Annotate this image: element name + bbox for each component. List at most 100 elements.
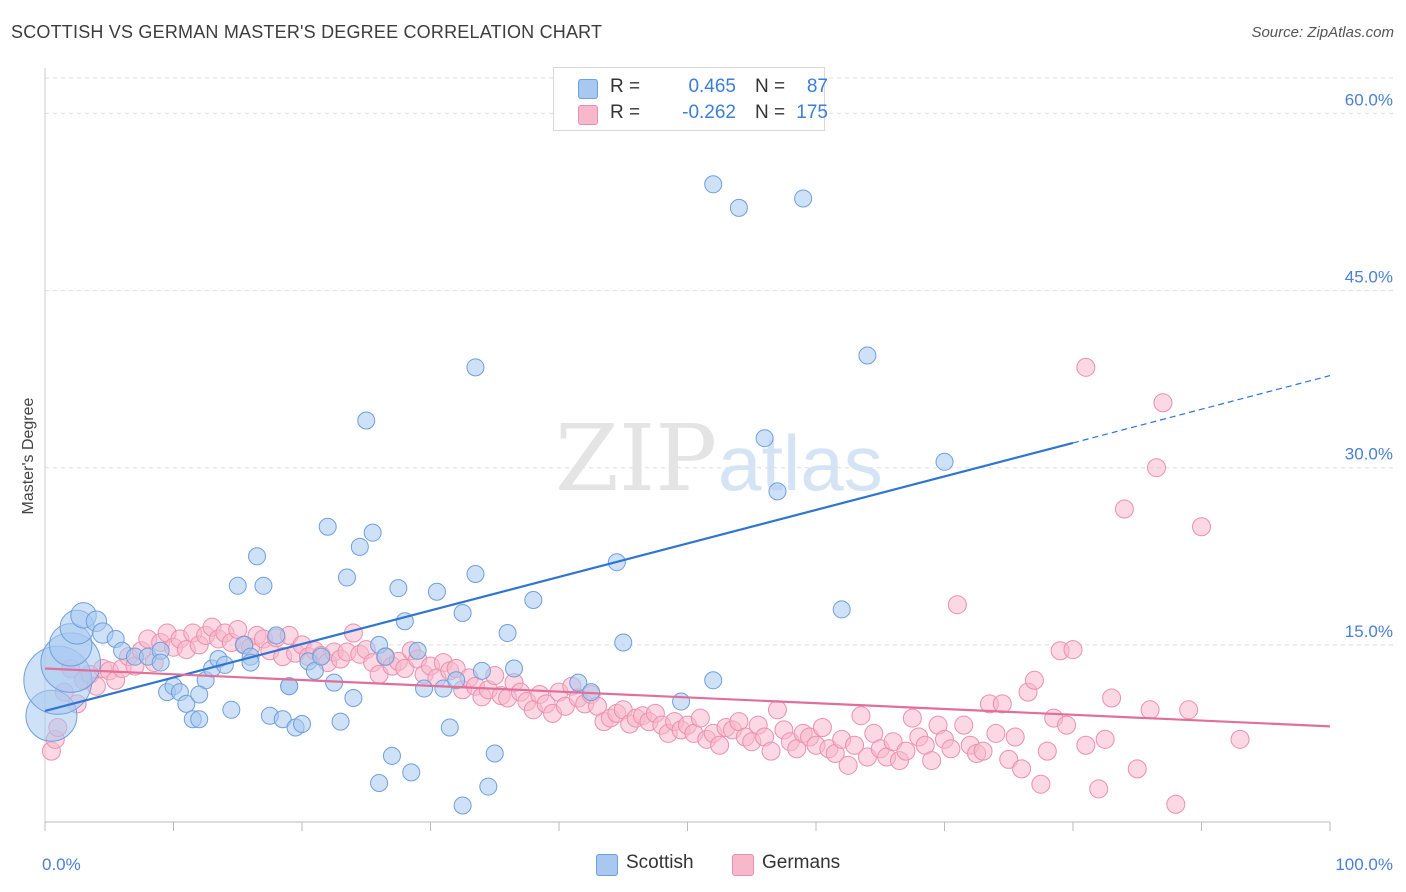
data-point-germans bbox=[1127, 759, 1147, 779]
data-point-germans bbox=[954, 715, 974, 735]
data-point-scottish bbox=[254, 576, 273, 595]
data-point-germans bbox=[973, 741, 993, 761]
data-point-scottish bbox=[472, 661, 491, 680]
data-point-germans bbox=[1089, 779, 1109, 799]
data-point-scottish bbox=[222, 700, 241, 719]
data-point-germans bbox=[947, 595, 967, 615]
data-point-scottish bbox=[704, 175, 723, 194]
data-point-scottish bbox=[312, 647, 331, 666]
data-point-scottish bbox=[768, 482, 787, 501]
legend-n-label: N = bbox=[755, 76, 786, 97]
data-point-scottish bbox=[453, 603, 472, 622]
data-point-scottish bbox=[402, 763, 421, 782]
data-point-germans bbox=[710, 735, 730, 755]
data-point-germans bbox=[1179, 700, 1199, 720]
data-point-germans bbox=[896, 741, 916, 761]
data-point-scottish bbox=[447, 671, 466, 690]
bottom-legend-label-scottish: Scottish bbox=[626, 852, 694, 873]
data-point-germans bbox=[999, 749, 1019, 769]
watermark-zip: ZIP bbox=[555, 405, 717, 512]
data-point-germans bbox=[902, 708, 922, 728]
trend-line-scottish-extension bbox=[1072, 375, 1331, 444]
data-point-germans bbox=[1012, 759, 1032, 779]
legend-r-value: -0.262 bbox=[682, 102, 736, 123]
data-point-germans bbox=[767, 700, 787, 720]
data-point-scottish bbox=[389, 579, 408, 598]
y-tick-label: 45.0% bbox=[1345, 268, 1393, 287]
legend-n-value: 175 bbox=[796, 102, 828, 123]
data-point-scottish bbox=[755, 429, 774, 448]
data-point-scottish bbox=[672, 692, 691, 711]
chart-title: SCOTTISH VS GERMAN MASTER'S DEGREE CORRE… bbox=[11, 22, 603, 42]
data-point-germans bbox=[1153, 393, 1173, 413]
data-point-scottish bbox=[505, 659, 524, 678]
y-tick-label: 15.0% bbox=[1345, 622, 1393, 641]
data-point-scottish bbox=[434, 679, 453, 698]
data-point-germans bbox=[1140, 700, 1160, 720]
data-point-germans bbox=[922, 751, 942, 771]
data-point-scottish bbox=[440, 718, 459, 737]
data-point-germans bbox=[1230, 729, 1250, 749]
data-point-scottish bbox=[267, 626, 286, 645]
data-point-germans bbox=[1024, 670, 1044, 690]
legend-swatch-germans bbox=[578, 105, 598, 125]
data-point-germans bbox=[1063, 640, 1083, 660]
data-point-scottish bbox=[357, 411, 376, 430]
y-tick-label: 60.0% bbox=[1345, 90, 1393, 109]
data-point-germans bbox=[986, 723, 1006, 743]
data-point-scottish bbox=[151, 653, 170, 672]
data-point-germans bbox=[1057, 715, 1077, 735]
data-point-scottish bbox=[832, 600, 851, 619]
data-point-scottish bbox=[370, 774, 389, 793]
data-point-scottish bbox=[280, 677, 299, 696]
bottom-legend-swatch-scottish bbox=[596, 854, 618, 876]
data-point-germans bbox=[992, 694, 1012, 714]
legend-r-value: 0.465 bbox=[688, 76, 736, 97]
data-point-scottish bbox=[363, 523, 382, 542]
data-point-germans bbox=[1095, 729, 1115, 749]
legend-r-label: R = bbox=[610, 102, 641, 123]
data-point-scottish bbox=[453, 796, 472, 815]
data-point-germans bbox=[838, 755, 858, 775]
data-point-scottish bbox=[614, 633, 633, 652]
data-point-scottish bbox=[427, 582, 446, 601]
data-point-germans bbox=[1076, 735, 1096, 755]
data-point-scottish bbox=[466, 358, 485, 377]
data-point-germans bbox=[812, 718, 832, 738]
data-point-germans bbox=[1166, 794, 1186, 814]
data-point-scottish bbox=[337, 568, 356, 587]
data-point-scottish bbox=[382, 746, 401, 765]
data-point-scottish bbox=[524, 590, 543, 609]
data-point-scottish bbox=[318, 517, 337, 536]
legend-n-label: N = bbox=[755, 102, 786, 123]
data-point-scottish bbox=[858, 346, 877, 365]
bottom-legend-label-germans: Germans bbox=[762, 852, 841, 873]
data-point-scottish bbox=[190, 710, 209, 729]
data-point-germans bbox=[845, 735, 865, 755]
trend-lines bbox=[44, 375, 1331, 728]
data-point-germans bbox=[690, 708, 710, 728]
trend-line-scottish bbox=[44, 441, 1074, 713]
data-point-germans bbox=[1114, 499, 1134, 519]
data-point-scottish bbox=[228, 576, 247, 595]
data-point-scottish bbox=[331, 712, 350, 731]
data-point-germans bbox=[1076, 357, 1096, 377]
data-point-germans bbox=[1005, 727, 1025, 747]
legend-swatch-scottish bbox=[578, 79, 598, 99]
correlation-legend: R = 0.465 N = 87 R = -0.262 N = 175 bbox=[553, 67, 828, 131]
data-point-germans bbox=[395, 658, 415, 678]
data-point-germans bbox=[883, 732, 903, 752]
data-point-scottish bbox=[729, 198, 748, 217]
trend-line-germans bbox=[44, 667, 1331, 728]
x-tick-label-min: 0.0% bbox=[42, 855, 81, 874]
data-point-scottish bbox=[479, 777, 498, 796]
data-point-scottish bbox=[466, 565, 485, 583]
data-point-scottish bbox=[344, 689, 363, 707]
data-point-scottish bbox=[190, 685, 209, 704]
data-point-scottish bbox=[248, 547, 267, 566]
data-point-scottish bbox=[498, 624, 517, 643]
data-point-scottish bbox=[415, 679, 434, 698]
data-point-scottish bbox=[408, 641, 427, 660]
data-point-scottish bbox=[794, 189, 813, 208]
